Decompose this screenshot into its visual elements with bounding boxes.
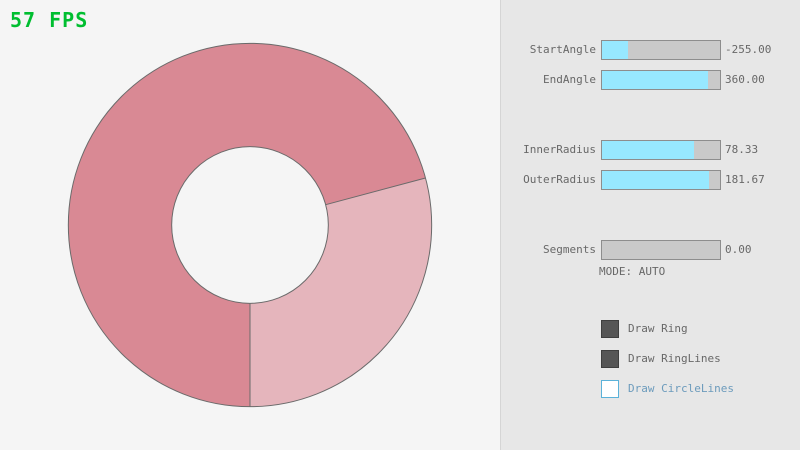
end-angle-label: EndAngle [543, 73, 596, 86]
outer-radius-label: OuterRadius [523, 173, 596, 186]
slider-fill [602, 171, 710, 189]
control-panel: StartAngle -255.00 EndAngle 360.00 Inner… [500, 0, 800, 450]
end-angle-value: 360.00 [725, 73, 765, 86]
slider-row-start-angle: StartAngle -255.00 [501, 40, 800, 60]
slider-fill [602, 141, 695, 159]
draw-ring-label: Draw Ring [628, 322, 688, 335]
draw-ringlines-checkbox[interactable] [601, 350, 619, 368]
ring-radial-lines [249, 177, 426, 407]
draw-ring-checkbox[interactable] [601, 320, 619, 338]
draw-circlelines-checkbox[interactable] [601, 380, 619, 398]
checkbox-row-draw-ringlines: Draw RingLines [601, 350, 721, 368]
inner-radius-value: 78.33 [725, 143, 759, 156]
start-angle-slider[interactable] [601, 40, 721, 60]
slider-row-outer-radius: OuterRadius 181.67 [501, 170, 800, 190]
slider-row-end-angle: EndAngle 360.00 [501, 70, 800, 90]
slider-fill [602, 41, 628, 59]
start-angle-label: StartAngle [529, 43, 596, 56]
draw-circlelines-label: Draw CircleLines [628, 382, 734, 395]
ring-canvas [67, 42, 433, 408]
draw-ringlines-label: Draw RingLines [628, 352, 721, 365]
fps-counter: 57 FPS [10, 8, 89, 32]
start-angle-value: -255.00 [725, 43, 772, 56]
slider-row-segments: Segments 0.00 [501, 240, 800, 260]
end-angle-slider[interactable] [601, 70, 721, 90]
segments-mode-text: MODE: AUTO [599, 265, 666, 278]
ring-inner-hole [171, 146, 329, 304]
segments-slider[interactable] [601, 240, 721, 260]
checkbox-row-draw-ring: Draw Ring [601, 320, 688, 338]
checkbox-row-draw-circlelines: Draw CircleLines [601, 380, 734, 398]
inner-radius-slider[interactable] [601, 140, 721, 160]
slider-row-inner-radius: InnerRadius 78.33 [501, 140, 800, 160]
inner-radius-label: InnerRadius [523, 143, 596, 156]
segments-label: Segments [543, 243, 596, 256]
outer-radius-value: 181.67 [725, 173, 765, 186]
segments-value: 0.00 [725, 243, 752, 256]
outer-radius-slider[interactable] [601, 170, 721, 190]
slider-fill [602, 71, 709, 89]
